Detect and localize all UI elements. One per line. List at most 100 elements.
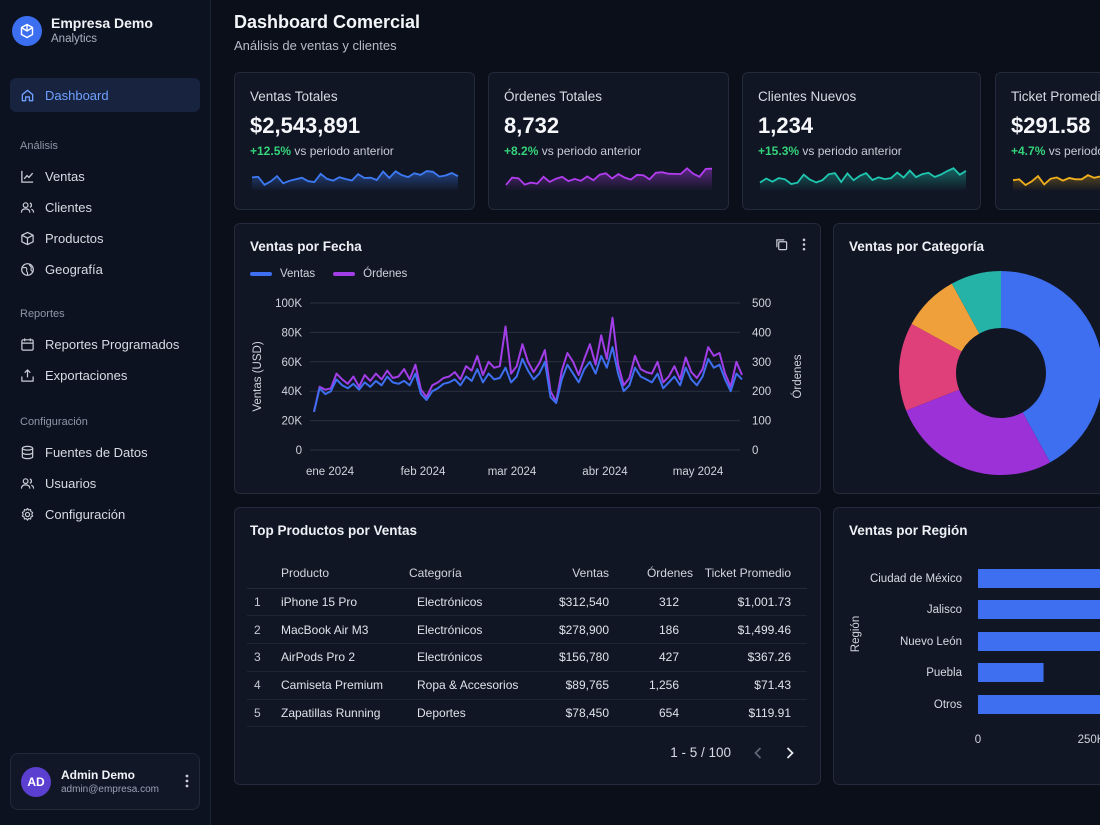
cell-producto: Zapatillas Running [269,699,409,728]
more-vertical-icon[interactable] [185,774,189,791]
nav-section-reportes: Reportes [20,308,65,320]
brand[interactable]: Empresa Demo Analytics [12,14,153,47]
kpi-value: 1,234 [758,113,814,138]
column-header[interactable]: Categoría [409,558,539,589]
kpi-label: Clientes Nuevos [758,89,857,104]
column-header[interactable]: Producto [269,558,409,589]
column-header[interactable]: Ventas [539,558,609,589]
kpi-value: $2,543,891 [250,113,361,138]
sparkline [505,167,713,191]
database-icon [20,445,35,460]
row-index: 1 [247,588,269,617]
products-table: Producto Categoría Ventas Órdenes Ticket… [247,558,807,728]
legend-item-ordenes[interactable]: Órdenes [333,268,407,280]
sidebar-item-dashboard[interactable]: Dashboard [10,78,200,112]
table-row[interactable]: 2 MacBook Air M3 Electrónicos $278,900 1… [247,615,807,645]
line-chart-icon [20,169,35,184]
kpi-delta-text: vs periodo anterior [294,144,394,158]
sidebar-item-label: Ventas [45,168,85,184]
kpi-delta-value: +12.5% [250,144,292,158]
category-label: Ciudad de México [870,573,962,585]
row-index: 4 [247,671,269,700]
user-name: Admin Demo [61,767,136,782]
home-icon [20,88,35,103]
sidebar-item-reportes-programados[interactable]: Reportes Programados [10,327,200,361]
kpi-delta-text: vs periodo anterior [1048,144,1100,158]
x-tick-label: may 2024 [673,466,724,478]
kpi-card-clientes: Clientes Nuevos 1,234 +15.3% vs periodo … [742,72,981,210]
cell-ordenes: 312 [609,588,693,617]
sidebar-item-exportaciones[interactable]: Exportaciones [10,358,200,392]
cell-categoria: Electrónicos [409,588,539,617]
sidebar-item-label: Fuentes de Datos [45,444,148,460]
sidebar-item-label: Reportes Programados [45,336,180,352]
pie-slice [906,389,1051,475]
copy-icon[interactable] [775,238,788,256]
bar [978,663,1044,682]
sparkline [759,167,967,191]
more-vertical-icon[interactable] [802,238,806,256]
calendar-icon [20,337,35,352]
table-row[interactable]: 5 Zapatillas Running Deportes $78,450 65… [247,699,807,728]
bar [978,600,1100,619]
category-label: Nuevo León [900,636,962,648]
sparkline-area [1013,175,1100,191]
column-header[interactable]: Órdenes [609,558,693,589]
x-tick-label: feb 2024 [401,466,446,478]
cell-ordenes: 186 [609,615,693,645]
card-title: Ventas por Fecha [250,239,362,254]
brand-name: Empresa Demo [51,15,153,31]
x-tick-label: abr 2024 [582,466,628,478]
sidebar-item-ventas[interactable]: Ventas [10,159,200,193]
sparkline-area [252,171,458,191]
page-subtitle: Análisis de ventas y clientes [234,38,397,53]
card-title: Ventas por Categoría [849,239,985,254]
sidebar-item-geografia[interactable]: Geografía [10,252,200,286]
sparkline-line [759,167,967,185]
avatar: AD [21,766,51,797]
sidebar-item-label: Geografía [45,261,103,277]
bar [978,632,1100,651]
kpi-delta: +4.7% vs periodo anterior [1011,144,1100,158]
cell-ticket: $367.26 [693,643,807,672]
pie-slice [1001,271,1100,463]
cell-ventas: $78,450 [539,699,609,728]
cell-categoria: Ropa & Accesorios [409,671,539,700]
y-tick-label: 20K [282,416,303,428]
y-tick-label: 80K [282,327,303,339]
page-title: Dashboard Comercial [234,12,421,32]
sidebar-item-clientes[interactable]: Clientes [10,190,200,224]
table-row[interactable]: 4 Camiseta Premium Ropa & Accesorios $89… [247,671,807,700]
sparkline [251,170,459,191]
y-tick-label: 60K [282,357,303,369]
cell-producto: MacBook Air M3 [269,615,409,645]
gear-icon [20,507,35,522]
kpi-delta: +12.5% vs periodo anterior [250,144,394,158]
pie-slice [951,271,1001,334]
chevron-left-icon[interactable] [753,746,763,760]
cell-producto: Camiseta Premium [269,671,409,700]
table-header-row: Producto Categoría Ventas Órdenes Ticket… [247,558,807,589]
kpi-delta: +8.2% vs periodo anterior [504,144,641,158]
cell-ventas: $89,765 [539,671,609,700]
sidebar-item-configuracion[interactable]: Configuración [10,497,200,531]
sidebar-item-usuarios[interactable]: Usuarios [10,466,200,500]
sidebar-item-fuentes-de-datos[interactable]: Fuentes de Datos [10,435,200,469]
bar [978,569,1100,588]
sidebar-item-productos[interactable]: Productos [10,221,200,255]
column-header[interactable]: Ticket Promedio [693,558,807,589]
table-row[interactable]: 1 iPhone 15 Pro Electrónicos $312,540 31… [247,588,807,617]
user-email: admin@empresa.com [61,783,159,795]
legend-item-ventas[interactable]: Ventas [250,268,315,280]
nav-section-configuracion: Configuración [20,416,88,428]
sidebar-item-label: Productos [45,230,104,246]
cell-categoria: Deportes [409,699,539,728]
brand-subtitle: Analytics [51,33,98,45]
sidebar-item-label: Clientes [45,199,92,215]
bar [978,695,1100,714]
chevron-right-icon[interactable] [785,746,795,760]
user-card[interactable]: AD Admin Demo admin@empresa.com [10,753,200,810]
table-row[interactable]: 3 AirPods Pro 2 Electrónicos $156,780 42… [247,643,807,672]
column-header-index [247,558,269,589]
package-icon [20,231,35,246]
